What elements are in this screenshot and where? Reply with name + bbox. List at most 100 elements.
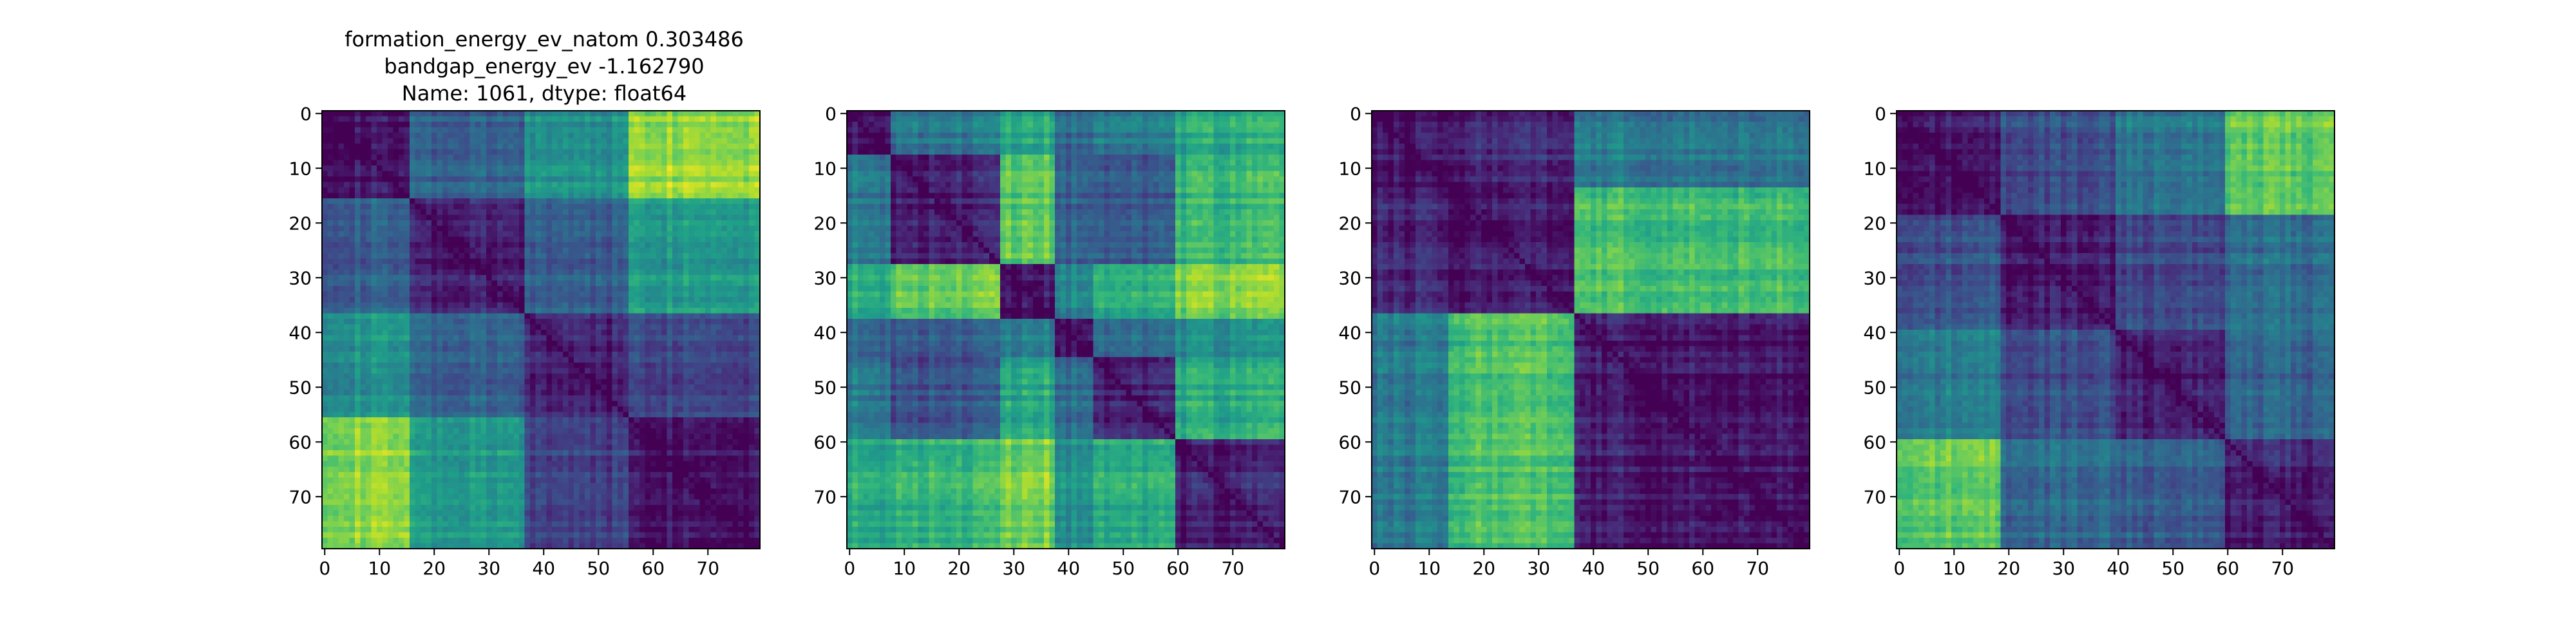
heatmap-cell (431, 138, 437, 144)
panel-1-title-line-1: formation_energy_ev_natom 0.303486 (345, 27, 744, 52)
heatmap-cell (328, 128, 334, 133)
heatmap-cell (437, 384, 443, 390)
heatmap-cell (694, 434, 700, 440)
heatmap-cell (421, 155, 426, 160)
heatmap-cell (459, 423, 465, 429)
heatmap-cell (738, 176, 744, 182)
heatmap-cell (372, 363, 377, 368)
heatmap-cell (623, 187, 629, 193)
heatmap-cell (372, 187, 377, 193)
heatmap-cell (328, 292, 334, 298)
heatmap-cell (388, 187, 393, 193)
heatmap-cell (350, 253, 355, 259)
heatmap-cell (486, 423, 492, 429)
heatmap-cell (366, 428, 372, 434)
heatmap-cell (372, 155, 377, 160)
heatmap-cell (700, 434, 706, 440)
heatmap-cell (404, 308, 410, 314)
heatmap-cell (580, 417, 585, 423)
heatmap-cell (552, 264, 558, 270)
heatmap-cell (475, 439, 481, 445)
heatmap-cell (645, 270, 651, 276)
heatmap-cell (492, 259, 498, 265)
heatmap-cell (601, 417, 607, 423)
heatmap-cell (596, 319, 601, 325)
heatmap-cell (629, 204, 634, 210)
heatmap-cell (727, 286, 733, 292)
heatmap-cell (410, 149, 415, 155)
heatmap-cell (711, 292, 717, 298)
heatmap-cell (448, 423, 454, 429)
heatmap-cell (536, 363, 542, 368)
heatmap-cell (552, 314, 558, 319)
heatmap-cell (547, 264, 553, 270)
heatmap-cell (645, 428, 651, 434)
heatmap-cell (459, 160, 465, 166)
heatmap-cell (656, 384, 662, 390)
heatmap-cell (453, 406, 459, 412)
heatmap-cell (475, 198, 481, 204)
heatmap-cell (497, 336, 503, 341)
heatmap-cell (486, 395, 492, 401)
heatmap-cell (585, 231, 591, 237)
heatmap-cell (464, 384, 470, 390)
heatmap-cell (415, 357, 421, 363)
heatmap-cell (339, 417, 345, 423)
heatmap-cell (607, 171, 612, 177)
heatmap-cell (481, 122, 487, 128)
heatmap-cell (492, 450, 498, 456)
heatmap-cell (404, 395, 410, 401)
heatmap-cell (672, 193, 678, 199)
heatmap-cell (328, 226, 334, 232)
heatmap-cell (393, 176, 399, 182)
heatmap-cell (339, 128, 345, 133)
heatmap-cell (574, 330, 580, 336)
heatmap-cell (530, 303, 536, 308)
heatmap-cell (530, 330, 536, 336)
heatmap-cell (541, 384, 547, 390)
heatmap-cell (563, 346, 569, 352)
heatmap-cell (656, 242, 662, 248)
heatmap-cell (426, 176, 432, 182)
heatmap-cell (738, 111, 744, 117)
heatmap-cell (426, 187, 432, 193)
heatmap-cell (569, 171, 574, 177)
heatmap-cell (596, 336, 601, 341)
heatmap-cell (585, 198, 591, 204)
heatmap-cell (733, 111, 739, 117)
heatmap-cell (410, 363, 415, 368)
heatmap-cell (629, 379, 634, 385)
heatmap-cell (650, 242, 656, 248)
heatmap-cell (328, 253, 334, 259)
heatmap-cell (705, 357, 711, 363)
heatmap-cell (328, 319, 334, 325)
heatmap-cell (448, 417, 454, 423)
heatmap-cell (727, 237, 733, 243)
heatmap-cell (656, 363, 662, 368)
heatmap-cell (431, 248, 437, 254)
heatmap-cell (749, 259, 755, 265)
heatmap-cell (470, 149, 476, 155)
heatmap-cell (383, 160, 388, 166)
heatmap-cell (339, 111, 345, 117)
heatmap-cell (722, 303, 728, 308)
heatmap-cell (519, 286, 525, 292)
heatmap-cell (344, 308, 350, 314)
heatmap-cell (448, 270, 454, 276)
heatmap-cell (377, 450, 383, 456)
heatmap-cell (388, 182, 393, 188)
heatmap-cell (372, 303, 377, 308)
heatmap-cell (470, 128, 476, 133)
heatmap-cell (361, 319, 366, 325)
heatmap-cell (503, 439, 509, 445)
heatmap-cell (547, 149, 553, 155)
heatmap-cell (421, 237, 426, 243)
heatmap-cell (552, 439, 558, 445)
heatmap-cell (453, 144, 459, 149)
heatmap-cell (563, 308, 569, 314)
heatmap-cell (639, 253, 645, 259)
heatmap-cell (749, 281, 755, 287)
heatmap-cell (634, 308, 640, 314)
heatmap-cell (497, 160, 503, 166)
heatmap-cell (481, 193, 487, 199)
